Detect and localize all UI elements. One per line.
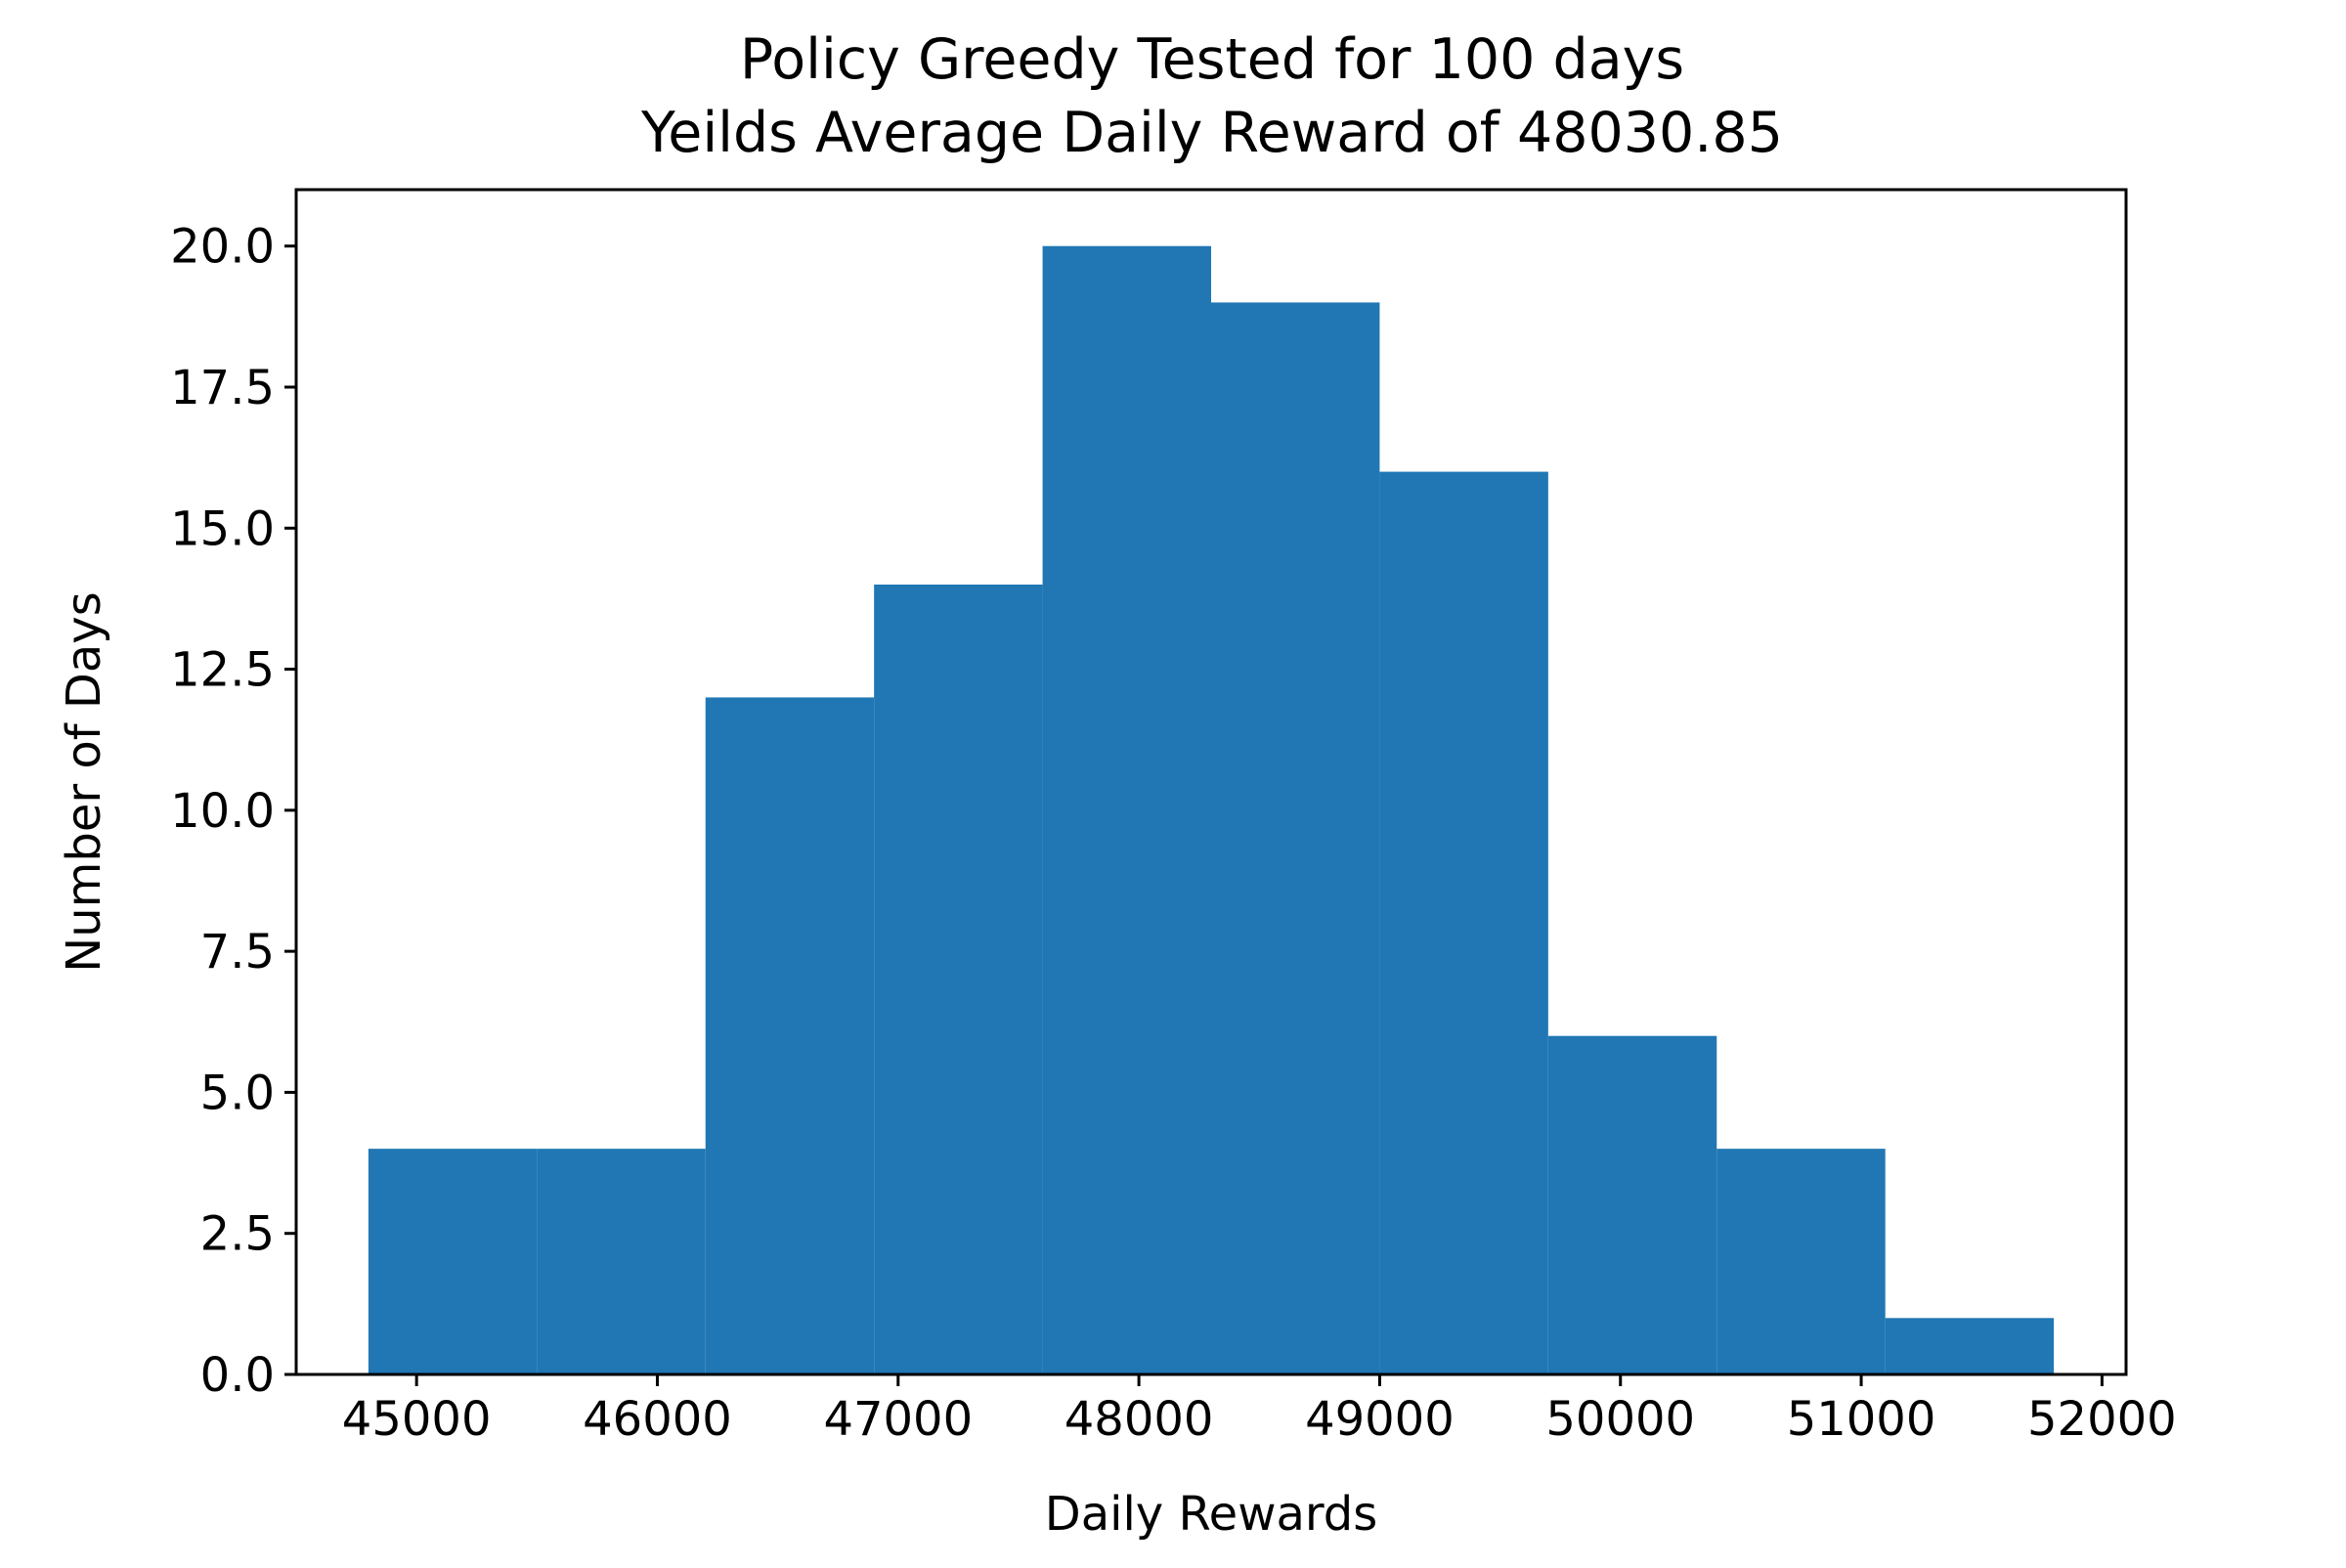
x-tick-label: 45000: [342, 1392, 492, 1447]
histogram-bar: [537, 1149, 706, 1374]
histogram-bar: [874, 585, 1043, 1374]
y-tick-label: 10.0: [170, 784, 275, 839]
bars-group: [368, 245, 2055, 1375]
x-tick-label: 48000: [1064, 1392, 1214, 1447]
y-axis-label: Number of Days: [57, 591, 111, 972]
y-tick-label: 20.0: [170, 220, 275, 275]
y-tick-label: 7.5: [200, 925, 275, 980]
histogram-bar: [368, 1149, 538, 1374]
x-tick-label: 49000: [1305, 1392, 1455, 1447]
histogram-bar: [1885, 1318, 2055, 1374]
x-tick-label: 51000: [1787, 1392, 1936, 1447]
histogram-bar: [1211, 302, 1380, 1374]
x-tick-label: 47000: [823, 1392, 973, 1447]
x-axis-label: Daily Rewards: [1045, 1487, 1377, 1542]
histogram-bar: [1547, 1035, 1717, 1374]
histogram-bar: [705, 697, 875, 1374]
y-tick-label: 15.0: [170, 501, 275, 556]
chart-title-line-1: Policy Greedy Tested for 100 days: [740, 27, 1684, 92]
histogram-bar: [1379, 471, 1548, 1375]
plot-frame: [294, 188, 2128, 1376]
y-tick-label: 17.5: [170, 361, 275, 415]
y-axis-ticks: 0.0 2.5 5.0 7.5 10.0 12.5 15.0 17.5 20.0: [170, 220, 296, 1403]
histogram-bar: [1042, 245, 1211, 1375]
x-axis-ticks: 45000 46000 47000 48000 49000 50000 51000 52000: [342, 1374, 2177, 1447]
x-tick-label: 50000: [1545, 1392, 1695, 1447]
y-tick-label: 12.5: [170, 643, 275, 698]
chart-title-line-2: Yeilds Average Daily Reward of 48030.85: [640, 101, 1783, 165]
y-tick-label: 2.5: [200, 1207, 275, 1262]
y-tick-label: 5.0: [200, 1066, 275, 1120]
x-tick-label: 52000: [2027, 1392, 2177, 1447]
y-tick-label: 0.0: [200, 1348, 275, 1403]
histogram-bar: [1716, 1149, 1886, 1374]
x-tick-label: 46000: [583, 1392, 732, 1447]
